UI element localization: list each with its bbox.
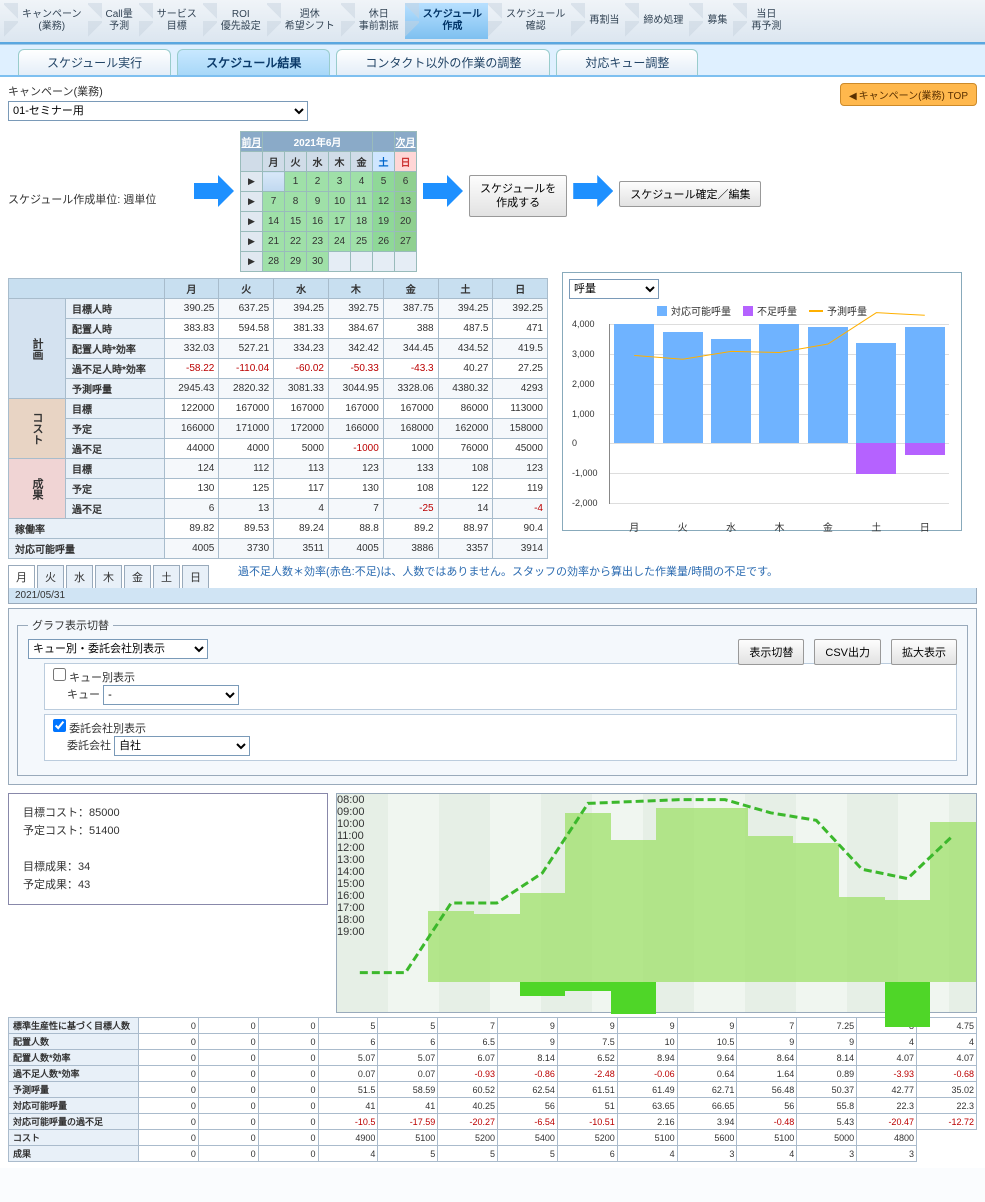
- display-mode-select[interactable]: キュー別・委託会社別表示: [28, 639, 208, 659]
- day-tab[interactable]: 月: [8, 565, 35, 588]
- arrow-icon: [573, 171, 613, 211]
- day-tab[interactable]: 水: [66, 565, 93, 588]
- day-tab[interactable]: 日: [182, 565, 209, 588]
- campaign-top-button[interactable]: キャンペーン(業務) TOP: [840, 83, 977, 106]
- calendar-day[interactable]: 15: [285, 212, 307, 232]
- company-select[interactable]: 自社: [114, 736, 250, 756]
- calendar-day[interactable]: 4: [351, 172, 373, 192]
- campaign-label: キャンペーン(業務): [8, 83, 977, 99]
- calendar-day[interactable]: 17: [329, 212, 351, 232]
- tab[interactable]: スケジュール実行: [18, 49, 171, 75]
- calendar-day[interactable]: 25: [351, 232, 373, 252]
- nav-step[interactable]: 締め処理: [625, 3, 689, 39]
- tab[interactable]: スケジュール結果: [177, 49, 330, 75]
- week-select[interactable]: ▶: [241, 212, 263, 232]
- chart-metric-select[interactable]: 呼量: [569, 279, 659, 299]
- calendar-day[interactable]: 3: [329, 172, 351, 192]
- calendar-day[interactable]: 16: [307, 212, 329, 232]
- nav-step[interactable]: 募集: [689, 3, 733, 39]
- calendar-day[interactable]: 8: [285, 192, 307, 212]
- top-nav: キャンペーン(業務)Call量予測サービス目標ROI優先設定週休希望シフト休日事…: [0, 0, 985, 44]
- queue-select[interactable]: -: [103, 685, 239, 705]
- calendar-day[interactable]: [329, 252, 351, 272]
- calendar-day[interactable]: [395, 252, 417, 272]
- next-month[interactable]: 次月: [395, 132, 417, 152]
- day-date: 2021/05/31: [8, 588, 977, 604]
- calendar-day[interactable]: 14: [263, 212, 285, 232]
- arrow-icon: [423, 171, 463, 211]
- schedule-unit-label: スケジュール作成単位: 週単位: [8, 131, 188, 207]
- day-tab[interactable]: 金: [124, 565, 151, 588]
- week-select[interactable]: ▶: [241, 232, 263, 252]
- csv-export-button[interactable]: CSV出力: [814, 639, 881, 665]
- company-checkbox[interactable]: [53, 719, 66, 732]
- tab[interactable]: コンタクト以外の作業の調整: [336, 49, 550, 75]
- hourly-chart: 08:0009:0010:0011:0012:0013:0014:0015:00…: [336, 793, 977, 1013]
- calendar-day[interactable]: 10: [329, 192, 351, 212]
- calendar-day[interactable]: 1: [285, 172, 307, 192]
- calendar-day[interactable]: 22: [285, 232, 307, 252]
- nav-step[interactable]: 休日事前割振: [341, 3, 405, 39]
- nav-step[interactable]: 再割当: [571, 3, 625, 39]
- nav-step[interactable]: サービス目標: [139, 3, 203, 39]
- zoom-button[interactable]: 拡大表示: [891, 639, 957, 665]
- calendar-day[interactable]: 20: [395, 212, 417, 232]
- content: キャンペーン(業務) TOP キャンペーン(業務) 01-セミナー用 スケジュー…: [0, 75, 985, 1168]
- stats-box: 目標コスト：85000予定コスト：51400 目標成果：34予定成果：43: [8, 793, 328, 905]
- calendar-day[interactable]: 2: [307, 172, 329, 192]
- nav-step[interactable]: ROI優先設定: [203, 3, 267, 39]
- company-checkbox-label[interactable]: 委託会社別表示: [53, 723, 146, 735]
- calendar-day[interactable]: 21: [263, 232, 285, 252]
- summary-table: 月火水木金土日計画目標人時390.25637.25394.25392.75387…: [8, 278, 548, 559]
- calendar-day[interactable]: 26: [373, 232, 395, 252]
- calendar-day[interactable]: 27: [395, 232, 417, 252]
- week-select[interactable]: ▶: [241, 172, 263, 192]
- calendar-day[interactable]: 13: [395, 192, 417, 212]
- day-tab[interactable]: 木: [95, 565, 122, 588]
- day-tab[interactable]: 土: [153, 565, 180, 588]
- confirm-schedule-button[interactable]: スケジュール確定／編集: [619, 181, 761, 207]
- tabs-bar: スケジュール実行スケジュール結果コンタクト以外の作業の調整対応キュー調整: [0, 44, 985, 75]
- week-select[interactable]: ▶: [241, 252, 263, 272]
- day-tab[interactable]: 火: [37, 565, 64, 588]
- calendar-day[interactable]: 28: [263, 252, 285, 272]
- calendar-day[interactable]: 18: [351, 212, 373, 232]
- campaign-select[interactable]: 01-セミナー用: [8, 101, 308, 121]
- calendar: 前月2021年6月次月 月火水木金土日 ▶123456▶78910111213▶…: [240, 131, 417, 272]
- calendar-day[interactable]: 23: [307, 232, 329, 252]
- queue-checkbox[interactable]: [53, 668, 66, 681]
- calendar-day[interactable]: 11: [351, 192, 373, 212]
- nav-step[interactable]: スケジュール確認: [488, 3, 571, 39]
- nav-step[interactable]: 週休希望シフト: [267, 3, 341, 39]
- calendar-day[interactable]: [351, 252, 373, 272]
- create-schedule-button[interactable]: スケジュールを 作成する: [469, 175, 567, 217]
- filter-panel: グラフ表示切替 表示切替 CSV出力 拡大表示 キュー別・委託会社別表示 キュー…: [8, 608, 977, 785]
- week-select[interactable]: ▶: [241, 192, 263, 212]
- display-toggle-button[interactable]: 表示切替: [738, 639, 804, 665]
- nav-step[interactable]: スケジュール作成: [405, 3, 488, 39]
- calendar-day[interactable]: 5: [373, 172, 395, 192]
- calendar-day[interactable]: 6: [395, 172, 417, 192]
- nav-step[interactable]: キャンペーン(業務): [4, 3, 88, 39]
- calendar-day[interactable]: 7: [263, 192, 285, 212]
- calendar-day[interactable]: 19: [373, 212, 395, 232]
- calendar-title: 2021年6月: [263, 132, 373, 152]
- panel-legend: グラフ表示切替: [28, 617, 113, 633]
- arrow-icon: [194, 171, 234, 211]
- hourly-table: 標準生産性に基づく目標人数000557999977.2584.75配置人数000…: [8, 1017, 977, 1162]
- calendar-day[interactable]: 24: [329, 232, 351, 252]
- calendar-day[interactable]: [373, 252, 395, 272]
- chart-box: 呼量 対応可能呼量不足呼量予測呼量 -2,000-1,00001,0002,00…: [562, 272, 962, 531]
- calendar-day[interactable]: [263, 172, 285, 192]
- nav-step[interactable]: 当日再予測: [733, 3, 787, 39]
- calendar-day[interactable]: 30: [307, 252, 329, 272]
- nav-step[interactable]: Call量予測: [88, 3, 139, 39]
- tab[interactable]: 対応キュー調整: [556, 49, 698, 75]
- calendar-day[interactable]: 29: [285, 252, 307, 272]
- calendar-day[interactable]: 9: [307, 192, 329, 212]
- prev-month[interactable]: 前月: [241, 132, 263, 152]
- queue-checkbox-label[interactable]: キュー別表示: [53, 672, 135, 684]
- calendar-day[interactable]: 12: [373, 192, 395, 212]
